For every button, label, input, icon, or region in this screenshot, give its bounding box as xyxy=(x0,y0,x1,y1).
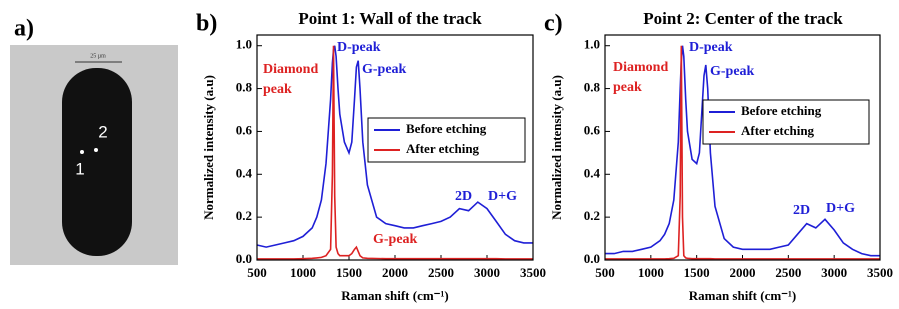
panel-label: c) xyxy=(544,11,563,37)
x-tick-label: 1000 xyxy=(290,265,316,280)
chart-title: Point 1: Wall of the track xyxy=(298,9,482,28)
y-tick-label: 0.4 xyxy=(584,165,601,180)
y-axis-label: Normalized intensity (a.u) xyxy=(549,75,564,220)
annotation: 2D xyxy=(455,189,472,204)
x-tick-label: 3500 xyxy=(867,265,893,280)
panel-label: a) xyxy=(14,16,34,42)
x-tick-label: 1500 xyxy=(336,265,362,280)
y-tick-label: 0.2 xyxy=(584,208,600,223)
legend-label: Before etching xyxy=(406,121,487,136)
chart-title: Point 2: Center of the track xyxy=(643,9,843,28)
x-tick-label: 2000 xyxy=(730,265,756,280)
point-marker xyxy=(94,148,98,152)
x-tick-label: 1000 xyxy=(638,265,664,280)
y-tick-label: 0.4 xyxy=(236,165,253,180)
point-label: 1 xyxy=(75,159,84,178)
x-tick-label: 1500 xyxy=(684,265,710,280)
y-tick-label: 0.0 xyxy=(584,251,600,266)
y-tick-label: 0.0 xyxy=(236,251,252,266)
track xyxy=(62,68,132,256)
y-tick-label: 0.2 xyxy=(236,208,252,223)
annotation: 2D xyxy=(793,203,810,218)
point-marker xyxy=(80,150,84,154)
point-label: 2 xyxy=(98,122,107,141)
x-tick-label: 2000 xyxy=(382,265,408,280)
x-tick-label: 3000 xyxy=(821,265,847,280)
x-tick-label: 3500 xyxy=(520,265,546,280)
annotation: G-peak xyxy=(362,62,407,77)
annotation: D+G xyxy=(488,189,517,204)
legend-label: Before etching xyxy=(741,103,822,118)
y-tick-label: 0.8 xyxy=(584,80,601,95)
y-tick-label: 1.0 xyxy=(236,37,252,52)
annotation: Diamond xyxy=(613,60,668,75)
annotation: D-peak xyxy=(337,40,381,55)
x-axis-label: Raman shift (cm⁻¹) xyxy=(689,288,797,303)
legend-label: After etching xyxy=(406,141,480,156)
panel-label: b) xyxy=(196,11,217,37)
x-tick-label: 500 xyxy=(247,265,267,280)
x-tick-label: 2500 xyxy=(775,265,801,280)
annotation: D+G xyxy=(826,201,855,216)
y-tick-label: 1.0 xyxy=(584,37,600,52)
x-tick-label: 2500 xyxy=(428,265,454,280)
x-tick-label: 3000 xyxy=(474,265,500,280)
x-axis-label: Raman shift (cm⁻¹) xyxy=(341,288,449,303)
scale-bar-label: 25 µm xyxy=(90,53,106,59)
annotation: peak xyxy=(263,82,292,97)
y-tick-label: 0.8 xyxy=(236,80,253,95)
x-tick-label: 500 xyxy=(595,265,615,280)
annotation: G-peak xyxy=(710,64,755,79)
figure: a) 25 µm 1 2 b) Point 1: Wall of the trac… xyxy=(0,0,899,309)
y-axis-label: Normalized intensity (a.u) xyxy=(201,75,216,220)
annotation: G-peak xyxy=(373,232,418,247)
y-tick-label: 0.6 xyxy=(584,122,601,137)
annotation: peak xyxy=(613,80,642,95)
annotation: D-peak xyxy=(689,40,733,55)
legend-label: After etching xyxy=(741,123,815,138)
annotation: Diamond xyxy=(263,62,318,77)
y-tick-label: 0.6 xyxy=(236,122,253,137)
